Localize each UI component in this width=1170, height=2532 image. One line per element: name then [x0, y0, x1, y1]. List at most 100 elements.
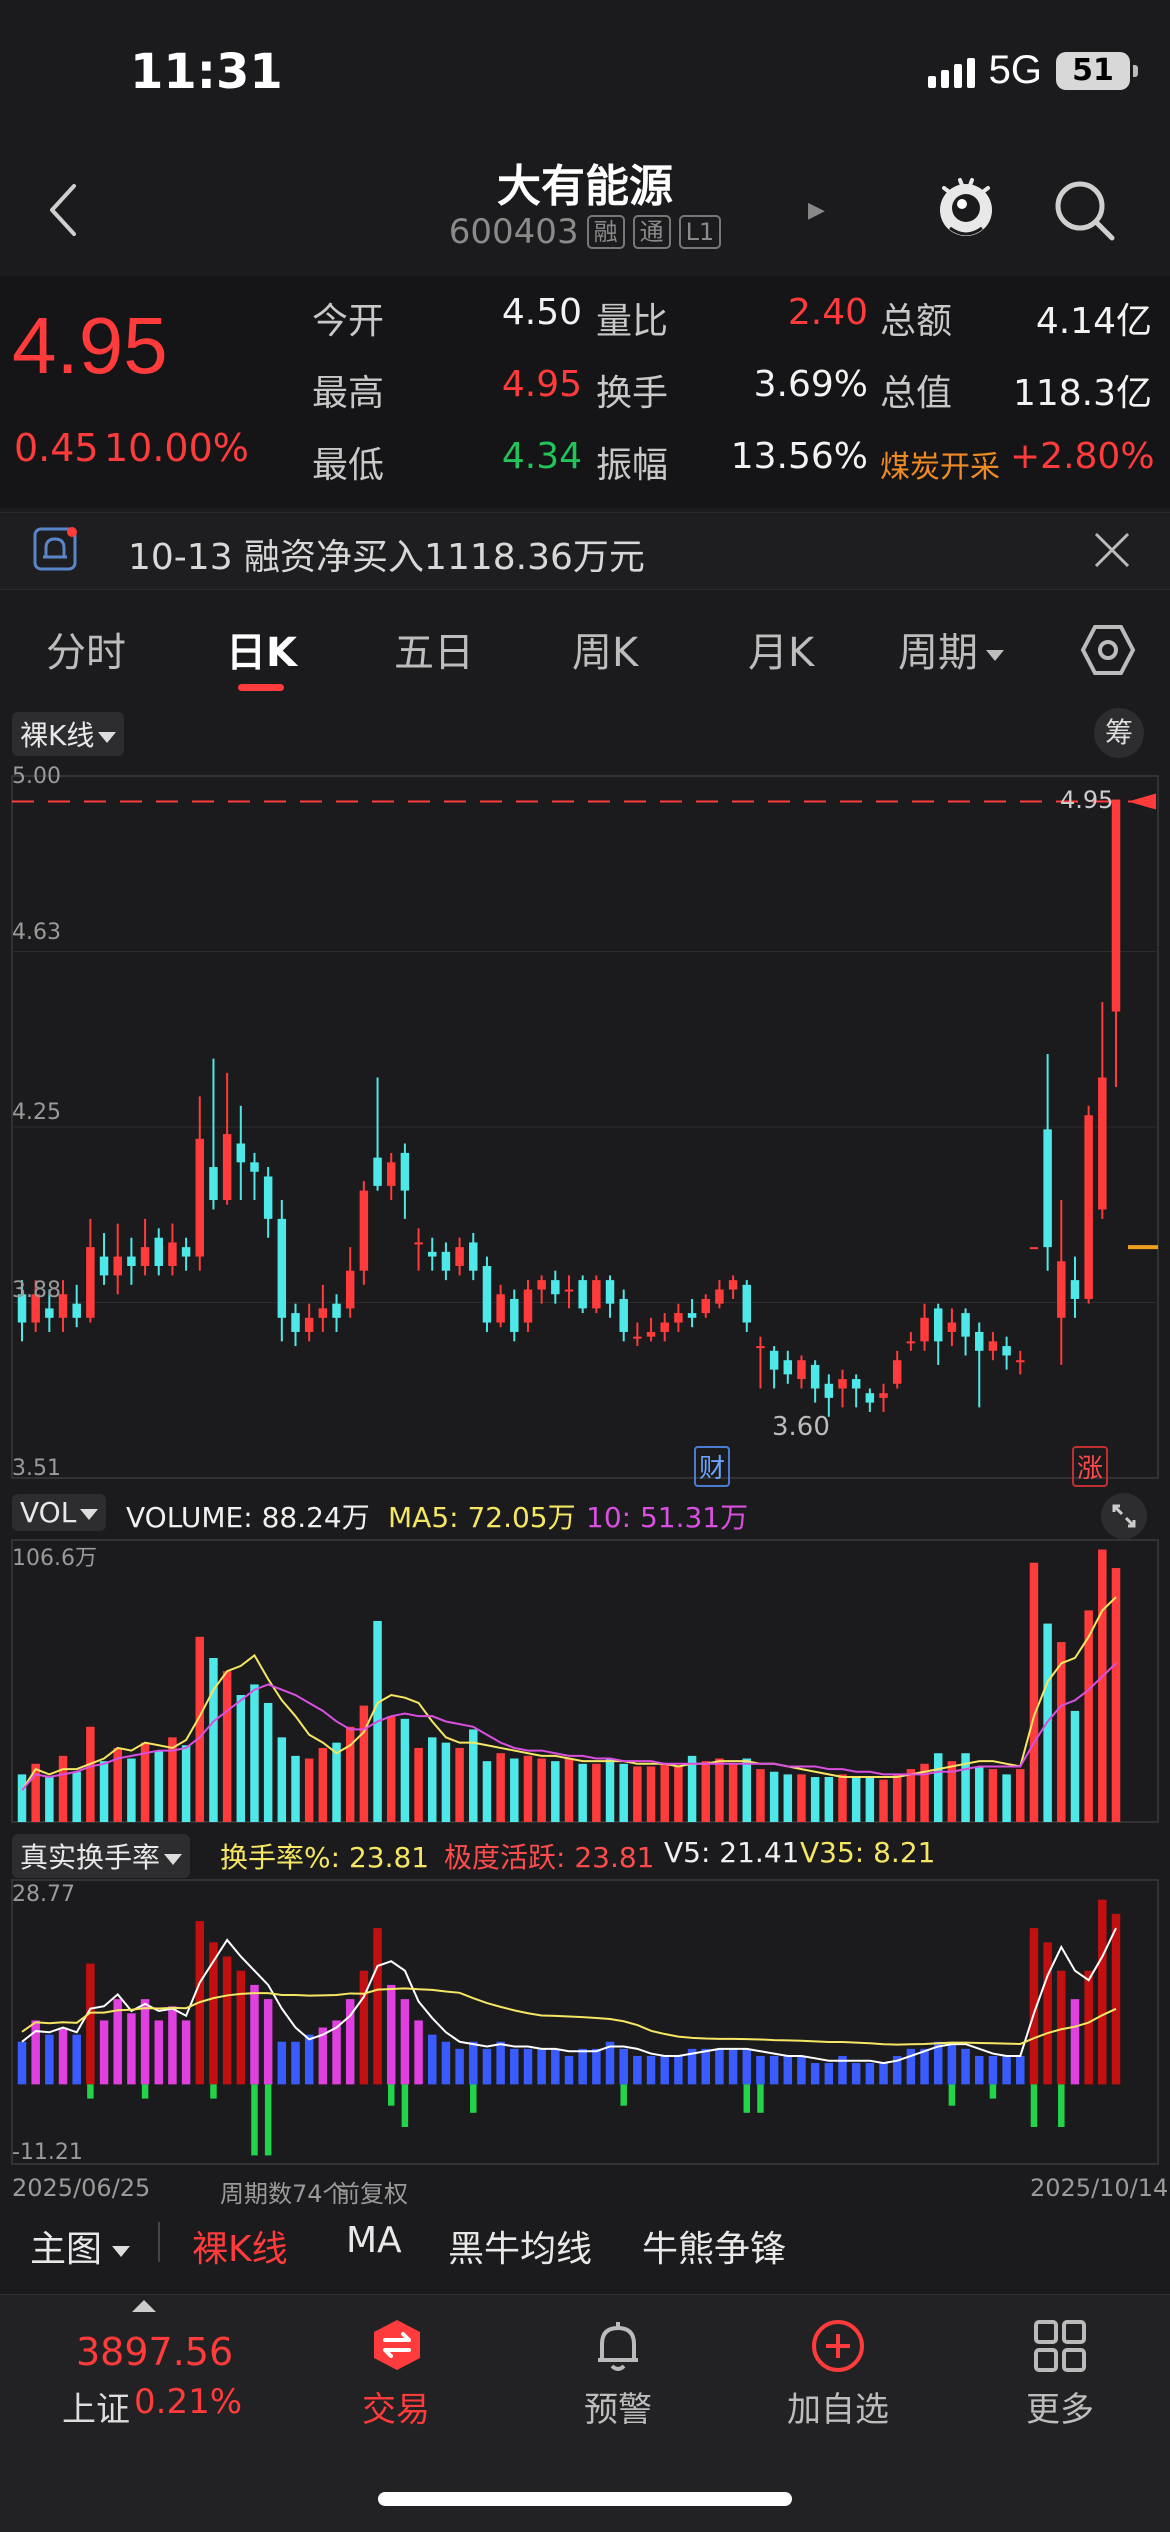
price-tick: 3.88: [12, 1278, 61, 1303]
price-tick: 4.63: [12, 920, 61, 945]
volume-bar: [1070, 1710, 1080, 1822]
tab-five-day[interactable]: 五日: [394, 630, 474, 676]
candle-body: [1070, 1280, 1080, 1299]
indicator-tab-naked-k[interactable]: 裸K线: [192, 2229, 288, 2270]
candle-body: [414, 1242, 423, 1245]
volume-indicator-selector[interactable]: VOL: [12, 1494, 107, 1531]
candle-body: [810, 1364, 820, 1389]
turnover-bar: [414, 2020, 423, 2085]
expand-icon[interactable]: [1100, 1492, 1148, 1540]
nav-add-watchlist-label[interactable]: 加自选: [787, 2390, 889, 2430]
turnover-bar: [236, 1970, 246, 2085]
active-tab-indicator: [238, 684, 284, 691]
volume-bar: [906, 1769, 916, 1822]
turnover-bar: [879, 2063, 888, 2085]
turnover-bar: [332, 2020, 341, 2085]
nav-trade-label[interactable]: 交易: [362, 2390, 430, 2430]
next-stock-arrow-icon[interactable]: ▶: [808, 198, 825, 223]
turnover-bar: [619, 2048, 628, 2085]
candle-body: [756, 1346, 765, 1349]
back-button[interactable]: [44, 180, 84, 240]
candle-body: [975, 1331, 984, 1351]
candle-body: [687, 1313, 697, 1318]
volume-bar: [17, 1774, 27, 1822]
turnover-bar: [1029, 1928, 1039, 2085]
index-value[interactable]: 3897.56: [76, 2330, 234, 2374]
candle-body: [1084, 1115, 1093, 1299]
candle-body: [496, 1294, 505, 1323]
volume-bar: [1002, 1774, 1011, 1822]
volume-bar: [975, 1766, 984, 1822]
turnover-bar: [318, 2027, 328, 2085]
label-high: 最高: [312, 373, 385, 414]
earnings-marker[interactable]: 财: [694, 1446, 731, 1487]
expand-up-icon[interactable]: [132, 2300, 156, 2312]
tab-weekly-k[interactable]: 周K: [572, 630, 639, 676]
label-volume-ratio: 量比: [596, 301, 669, 342]
trade-button[interactable]: [370, 2318, 424, 2372]
label-turnover-rate: 换手: [596, 373, 669, 414]
candle-body: [359, 1190, 369, 1271]
notice-banner[interactable]: [0, 512, 1170, 590]
main-chart-selector[interactable]: 主图: [30, 2220, 131, 2272]
turnover-negative-bar: [401, 2084, 409, 2127]
volume-bar: [277, 1737, 287, 1822]
value-high: 4.95: [501, 364, 582, 405]
indicator-tab-bull-ma[interactable]: 黑牛均线: [448, 2229, 593, 2270]
tab-period[interactable]: 周期: [898, 620, 1004, 678]
turnover-bar: [250, 1984, 259, 2085]
candle-body: [127, 1256, 136, 1266]
candle-body: [17, 1294, 27, 1323]
industry-link[interactable]: 煤炭开采: [880, 450, 1000, 485]
turnover-bar: [345, 1999, 355, 2085]
nav-alert-label[interactable]: 预警: [584, 2390, 652, 2430]
turnover-bar: [851, 2063, 861, 2085]
turnover-bar: [783, 2055, 793, 2085]
volume-bar: [209, 1657, 218, 1822]
nav-more-label[interactable]: 更多: [1026, 2390, 1094, 2430]
volume-bar: [332, 1742, 341, 1822]
candle-body: [31, 1294, 40, 1323]
candle-body: [865, 1393, 875, 1403]
tab-monthly-k[interactable]: 月K: [748, 630, 815, 676]
settings-icon[interactable]: [1080, 622, 1136, 678]
limit-up-marker[interactable]: 涨: [1072, 1446, 1109, 1487]
indicator-tab-bull-bear[interactable]: 牛熊争锋: [642, 2229, 787, 2270]
turnover-bar: [633, 2055, 642, 2085]
indicator-tab-ma[interactable]: MA: [346, 2220, 402, 2261]
volume-bar: [263, 1702, 273, 1822]
turnover-bar: [824, 2063, 834, 2085]
kline-type-selector[interactable]: 裸K线: [12, 712, 125, 756]
tab-daily-k[interactable]: 日K: [226, 630, 297, 676]
volume-max-label: 106.6万: [12, 1546, 97, 1571]
search-icon[interactable]: [1050, 176, 1120, 246]
alert-bell-icon[interactable]: [590, 2318, 646, 2374]
turnover-bar: [1070, 1999, 1080, 2085]
volume-bar: [783, 1774, 793, 1822]
assistant-icon[interactable]: [930, 170, 1002, 242]
tag-margin: 融: [586, 215, 625, 249]
turnover-bar: [168, 2006, 177, 2085]
chip-distribution-button[interactable]: 筹: [1094, 708, 1144, 758]
turnover-bar: [373, 1928, 382, 2085]
turnover-bar: [892, 2055, 902, 2085]
home-indicator: [378, 2492, 792, 2506]
more-grid-icon[interactable]: [1032, 2318, 1088, 2374]
add-watchlist-icon[interactable]: [810, 2318, 866, 2374]
ma-lines: [21, 1596, 1117, 2065]
tab-intraday[interactable]: 分时: [46, 630, 126, 676]
turnover-bar: [564, 2055, 574, 2085]
turnover-active-value: 极度活跃: 23.81: [444, 1841, 655, 1874]
candle-body: [181, 1247, 191, 1257]
price-tick: 5.00: [12, 764, 61, 789]
volume-bar: [851, 1777, 861, 1822]
value-open: 4.50: [501, 292, 582, 333]
turnover-bar: [1057, 1970, 1066, 2085]
volume-bar: [920, 1763, 929, 1822]
chart-grid: [11, 775, 1159, 2165]
volume-bar: [359, 1705, 369, 1822]
close-icon[interactable]: [1090, 528, 1134, 572]
kline-chart[interactable]: [0, 700, 1170, 2214]
turnover-bar: [701, 2048, 710, 2085]
turnover-indicator-selector[interactable]: 真实换手率: [12, 1834, 191, 1878]
